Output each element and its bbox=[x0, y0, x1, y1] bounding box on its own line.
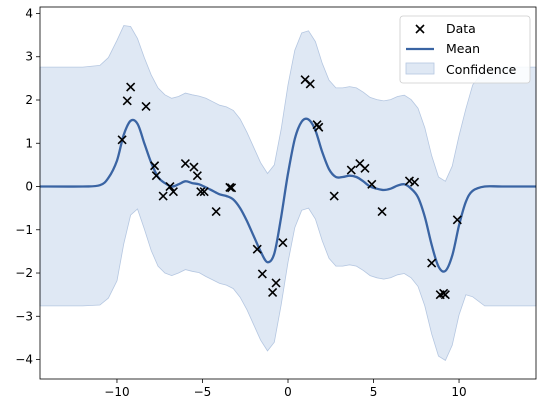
data-point bbox=[377, 207, 387, 217]
x-tick-label: 0 bbox=[284, 385, 292, 399]
y-tick-label: 3 bbox=[25, 50, 33, 64]
data-point bbox=[252, 244, 262, 254]
data-point bbox=[452, 215, 462, 225]
data-point bbox=[117, 135, 127, 145]
data-point bbox=[180, 159, 190, 169]
x-tick-label: −10 bbox=[104, 385, 129, 399]
data-point bbox=[165, 181, 175, 192]
data-point bbox=[158, 191, 168, 201]
data-points-layer bbox=[117, 75, 462, 300]
data-point bbox=[312, 120, 322, 130]
data-point bbox=[271, 278, 281, 288]
legend-marker-data bbox=[415, 24, 425, 34]
data-point bbox=[409, 177, 420, 187]
data-point bbox=[192, 171, 202, 181]
data-point bbox=[226, 183, 237, 193]
y-tick-label: 2 bbox=[25, 93, 33, 107]
y-tick-label: −3 bbox=[15, 309, 33, 323]
data-point bbox=[278, 238, 288, 248]
x-axis-ticks: −10 −5 0 5 10 bbox=[104, 379, 467, 399]
data-point bbox=[189, 162, 199, 172]
data-point bbox=[305, 79, 315, 89]
y-tick-label: 0 bbox=[25, 180, 33, 194]
data-point bbox=[367, 179, 377, 189]
y-tick-label: 4 bbox=[25, 6, 33, 20]
data-point bbox=[427, 258, 437, 268]
legend-label-confidence: Confidence bbox=[446, 62, 517, 77]
data-point bbox=[199, 187, 209, 197]
data-point bbox=[346, 165, 356, 175]
data-point bbox=[225, 182, 235, 192]
data-point bbox=[329, 191, 339, 201]
legend-label-mean: Mean bbox=[446, 41, 480, 56]
data-point bbox=[440, 290, 450, 300]
data-point bbox=[168, 187, 178, 197]
legend: Data Mean Confidence bbox=[399, 15, 531, 84]
legend-patch-confidence bbox=[405, 62, 435, 75]
data-point bbox=[126, 82, 136, 92]
x-tick-label: −5 bbox=[194, 385, 212, 399]
y-tick-label: −2 bbox=[15, 266, 33, 280]
data-point bbox=[211, 207, 221, 217]
y-tick-label: −4 bbox=[15, 353, 33, 367]
legend-label-data: Data bbox=[446, 21, 476, 36]
y-tick-label: 1 bbox=[25, 136, 33, 150]
x-tick-label: 5 bbox=[370, 385, 378, 399]
y-axis-ticks: −4 −3 −2 −1 0 1 2 3 4 bbox=[15, 6, 40, 367]
x-tick-label: 10 bbox=[451, 385, 466, 399]
data-point bbox=[360, 163, 370, 173]
y-tick-label: −1 bbox=[15, 223, 33, 237]
data-point bbox=[268, 287, 278, 298]
data-point bbox=[151, 171, 161, 181]
data-point bbox=[122, 96, 132, 106]
data-point bbox=[141, 101, 151, 112]
data-point bbox=[196, 187, 206, 197]
data-point bbox=[150, 161, 160, 171]
data-point bbox=[257, 269, 267, 279]
